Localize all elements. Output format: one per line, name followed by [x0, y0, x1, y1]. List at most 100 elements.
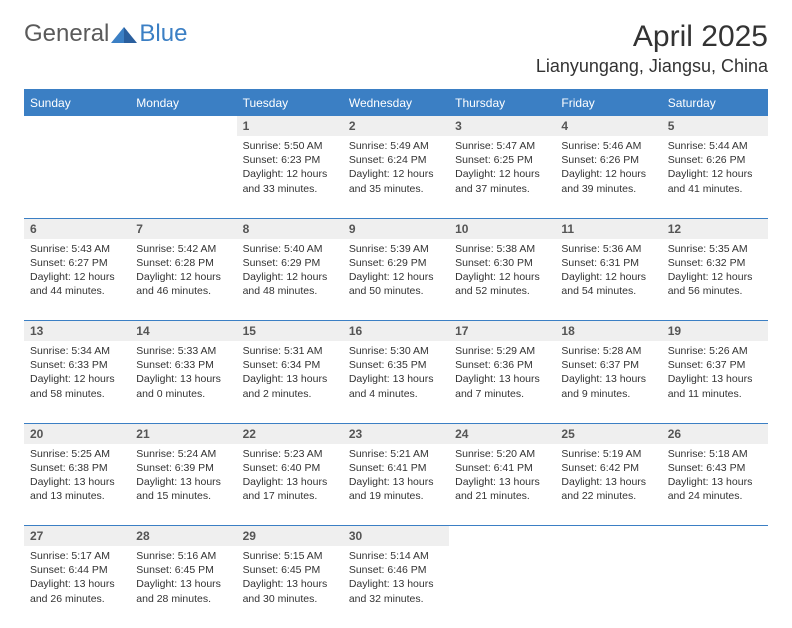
- day-number: 25: [561, 427, 574, 441]
- day-number: 12: [668, 222, 681, 236]
- day-sunset: Sunset: 6:41 PM: [349, 461, 443, 475]
- day-sunrise: Sunrise: 5:47 AM: [455, 139, 549, 153]
- day-number-row: 13141516171819: [24, 321, 768, 342]
- day-sunset: Sunset: 6:30 PM: [455, 256, 549, 270]
- day-sunset: Sunset: 6:39 PM: [136, 461, 230, 475]
- day-number: 7: [136, 222, 143, 236]
- day-content-cell: Sunrise: 5:47 AMSunset: 6:25 PMDaylight:…: [449, 136, 555, 218]
- day-number: 20: [30, 427, 43, 441]
- day-sunset: Sunset: 6:37 PM: [668, 358, 762, 372]
- day-day2: and 37 minutes.: [455, 182, 549, 196]
- day-number: 16: [349, 324, 362, 338]
- day-day2: and 41 minutes.: [668, 182, 762, 196]
- weekday-header: Friday: [555, 90, 661, 116]
- day-content-cell: Sunrise: 5:42 AMSunset: 6:28 PMDaylight:…: [130, 239, 236, 321]
- day-content-row: Sunrise: 5:17 AMSunset: 6:44 PMDaylight:…: [24, 546, 768, 628]
- day-content-cell: Sunrise: 5:46 AMSunset: 6:26 PMDaylight:…: [555, 136, 661, 218]
- day-content-row: Sunrise: 5:50 AMSunset: 6:23 PMDaylight:…: [24, 136, 768, 218]
- day-day1: Daylight: 13 hours: [455, 475, 549, 489]
- day-sunset: Sunset: 6:43 PM: [668, 461, 762, 475]
- day-content-row: Sunrise: 5:25 AMSunset: 6:38 PMDaylight:…: [24, 444, 768, 526]
- day-sunrise: Sunrise: 5:40 AM: [243, 242, 337, 256]
- day-sunrise: Sunrise: 5:31 AM: [243, 344, 337, 358]
- day-number-cell: [24, 116, 130, 137]
- day-day1: Daylight: 12 hours: [668, 167, 762, 181]
- day-sunset: Sunset: 6:36 PM: [455, 358, 549, 372]
- day-number-cell: 25: [555, 423, 661, 444]
- day-number-cell: 30: [343, 526, 449, 547]
- day-sunset: Sunset: 6:45 PM: [243, 563, 337, 577]
- day-day1: Daylight: 13 hours: [136, 577, 230, 591]
- day-day2: and 0 minutes.: [136, 387, 230, 401]
- day-day2: and 11 minutes.: [668, 387, 762, 401]
- day-day2: and 9 minutes.: [561, 387, 655, 401]
- day-number: 29: [243, 529, 256, 543]
- day-content-cell: Sunrise: 5:25 AMSunset: 6:38 PMDaylight:…: [24, 444, 130, 526]
- day-number-cell: 16: [343, 321, 449, 342]
- day-number-cell: 15: [237, 321, 343, 342]
- weekday-header-row: Sunday Monday Tuesday Wednesday Thursday…: [24, 90, 768, 116]
- day-day2: and 44 minutes.: [30, 284, 124, 298]
- day-sunrise: Sunrise: 5:49 AM: [349, 139, 443, 153]
- day-sunrise: Sunrise: 5:23 AM: [243, 447, 337, 461]
- day-number-row: 12345: [24, 116, 768, 137]
- day-content-cell: Sunrise: 5:20 AMSunset: 6:41 PMDaylight:…: [449, 444, 555, 526]
- day-number-cell: 10: [449, 218, 555, 239]
- day-sunset: Sunset: 6:27 PM: [30, 256, 124, 270]
- day-number: 5: [668, 119, 675, 133]
- day-sunrise: Sunrise: 5:29 AM: [455, 344, 549, 358]
- day-day1: Daylight: 12 hours: [30, 372, 124, 386]
- day-content-cell: [555, 546, 661, 628]
- day-sunset: Sunset: 6:31 PM: [561, 256, 655, 270]
- day-day1: Daylight: 13 hours: [30, 475, 124, 489]
- day-number: 28: [136, 529, 149, 543]
- day-sunrise: Sunrise: 5:35 AM: [668, 242, 762, 256]
- day-content-cell: [24, 136, 130, 218]
- day-number: 2: [349, 119, 356, 133]
- day-content-cell: Sunrise: 5:15 AMSunset: 6:45 PMDaylight:…: [237, 546, 343, 628]
- day-content-cell: Sunrise: 5:17 AMSunset: 6:44 PMDaylight:…: [24, 546, 130, 628]
- day-number-cell: 5: [662, 116, 768, 137]
- day-content-cell: Sunrise: 5:44 AMSunset: 6:26 PMDaylight:…: [662, 136, 768, 218]
- day-content-cell: Sunrise: 5:33 AMSunset: 6:33 PMDaylight:…: [130, 341, 236, 423]
- weekday-header: Tuesday: [237, 90, 343, 116]
- day-day1: Daylight: 13 hours: [349, 475, 443, 489]
- day-day1: Daylight: 12 hours: [455, 167, 549, 181]
- day-number-row: 27282930: [24, 526, 768, 547]
- day-day2: and 19 minutes.: [349, 489, 443, 503]
- day-content-cell: Sunrise: 5:38 AMSunset: 6:30 PMDaylight:…: [449, 239, 555, 321]
- day-sunrise: Sunrise: 5:16 AM: [136, 549, 230, 563]
- day-day2: and 56 minutes.: [668, 284, 762, 298]
- day-number-cell: 28: [130, 526, 236, 547]
- day-sunset: Sunset: 6:32 PM: [668, 256, 762, 270]
- day-content-cell: Sunrise: 5:49 AMSunset: 6:24 PMDaylight:…: [343, 136, 449, 218]
- day-day2: and 32 minutes.: [349, 592, 443, 606]
- day-day2: and 7 minutes.: [455, 387, 549, 401]
- logo-text-2: Blue: [139, 20, 187, 48]
- day-number: 18: [561, 324, 574, 338]
- weekday-header: Thursday: [449, 90, 555, 116]
- day-sunrise: Sunrise: 5:42 AM: [136, 242, 230, 256]
- day-day2: and 2 minutes.: [243, 387, 337, 401]
- day-number-cell: 12: [662, 218, 768, 239]
- day-number-cell: 29: [237, 526, 343, 547]
- day-day1: Daylight: 13 hours: [668, 372, 762, 386]
- day-number: 8: [243, 222, 250, 236]
- location: Lianyungang, Jiangsu, China: [536, 56, 768, 77]
- day-sunrise: Sunrise: 5:15 AM: [243, 549, 337, 563]
- day-day1: Daylight: 12 hours: [349, 270, 443, 284]
- logo: General Blue: [24, 20, 187, 48]
- day-sunset: Sunset: 6:35 PM: [349, 358, 443, 372]
- day-number-row: 6789101112: [24, 218, 768, 239]
- day-sunrise: Sunrise: 5:18 AM: [668, 447, 762, 461]
- day-sunset: Sunset: 6:40 PM: [243, 461, 337, 475]
- day-number: 23: [349, 427, 362, 441]
- day-number: 10: [455, 222, 468, 236]
- day-number-cell: 7: [130, 218, 236, 239]
- day-day1: Daylight: 12 hours: [455, 270, 549, 284]
- day-sunset: Sunset: 6:26 PM: [561, 153, 655, 167]
- day-day1: Daylight: 13 hours: [455, 372, 549, 386]
- day-number-cell: [555, 526, 661, 547]
- day-day2: and 39 minutes.: [561, 182, 655, 196]
- day-content-cell: Sunrise: 5:40 AMSunset: 6:29 PMDaylight:…: [237, 239, 343, 321]
